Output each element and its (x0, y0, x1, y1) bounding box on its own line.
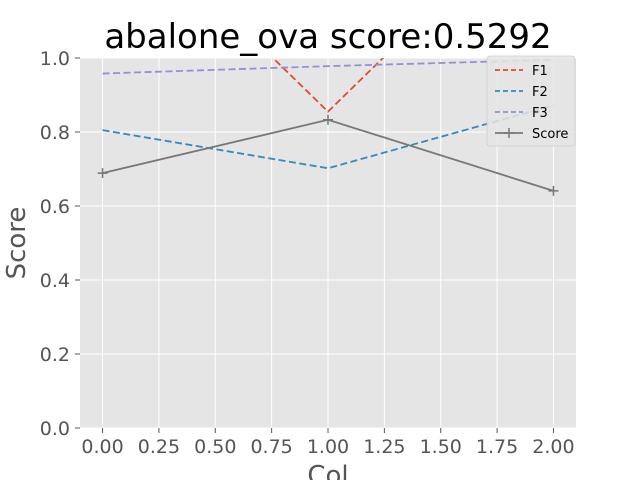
y-tick-label: 0.6 (40, 196, 70, 218)
series-line-f2 (102, 104, 554, 170)
x-tick-label: 0.75 (250, 436, 292, 458)
legend-label-score: Score (532, 127, 568, 142)
x-tick-label: 0.00 (81, 436, 123, 458)
x-axis-label: Col (307, 461, 348, 480)
y-tick-label: 0.2 (40, 344, 70, 366)
x-tick-label: 0.25 (138, 436, 180, 458)
x-tick-label: 1.25 (363, 436, 405, 458)
series-layer (97, 58, 559, 196)
data-point-score (548, 185, 559, 196)
legend: F1 F2 F3 Score (486, 55, 576, 147)
x-tick-label: 1.00 (307, 436, 349, 458)
legend-box (486, 55, 576, 147)
y-tick-label: 0.8 (40, 122, 70, 144)
x-tick-label: 1.75 (476, 436, 518, 458)
data-point-score (323, 114, 333, 125)
series-line-f1 (271, 58, 385, 113)
data-point-score (97, 168, 108, 179)
y-axis-label: Score (2, 207, 32, 280)
y-axis-ticks: 0.0 0.2 0.4 0.6 0.8 1.0 (40, 48, 80, 440)
legend-label-f3: F3 (532, 106, 548, 121)
y-tick-label: 1.0 (40, 48, 70, 70)
chart-title: abalone_ova score:0.5292 (104, 17, 551, 57)
y-tick-label: 0.4 (40, 270, 70, 292)
legend-label-f2: F2 (532, 85, 548, 100)
legend-marker-score (504, 128, 514, 138)
x-tick-label: 1.50 (420, 436, 462, 458)
x-tick-label: 0.50 (194, 436, 236, 458)
x-axis-ticks: 0.00 0.25 0.50 0.75 1.00 1.25 1.50 1.75 2.00 (81, 428, 575, 458)
legend-label-f1: F1 (532, 64, 548, 79)
series-line-f3 (102, 58, 554, 75)
x-tick-label: 2.00 (532, 436, 574, 458)
y-tick-label: 0.0 (40, 418, 70, 440)
